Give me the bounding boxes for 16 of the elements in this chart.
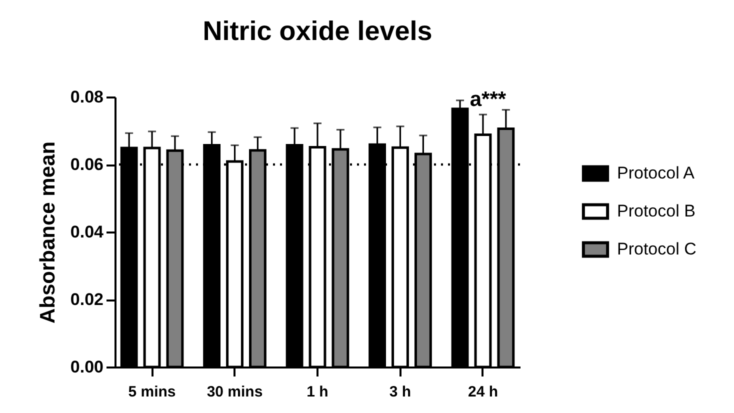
legend-label: Protocol C — [617, 240, 696, 258]
y-tick-label: 0.00 — [70, 358, 104, 376]
y-tick-label: 0.02 — [70, 290, 104, 309]
y-tick-label: 0.06 — [70, 155, 104, 174]
legend-label: Protocol A — [617, 164, 696, 182]
y-axis-title: Absorbance mean — [36, 141, 60, 324]
y-tick-label: 0.08 — [70, 88, 104, 106]
x-tick-label: 3 h — [389, 384, 412, 400]
legend-label: Protocol B — [617, 202, 696, 220]
y-tick-label: 0.04 — [70, 222, 104, 242]
chart-title: Nitric oxide levels — [202, 16, 432, 46]
annotation: a*** — [470, 88, 507, 111]
x-tick-label: 24 h — [468, 384, 498, 400]
x-tick-label: 30 mins — [206, 384, 263, 400]
x-tick-label: 5 mins — [128, 384, 176, 400]
x-tick-label: 1 h — [306, 384, 328, 400]
